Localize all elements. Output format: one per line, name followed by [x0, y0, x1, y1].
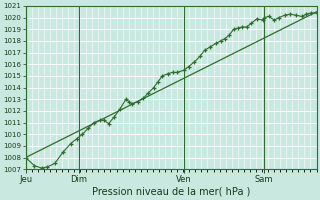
X-axis label: Pression niveau de la mer( hPa ): Pression niveau de la mer( hPa ): [92, 187, 250, 197]
